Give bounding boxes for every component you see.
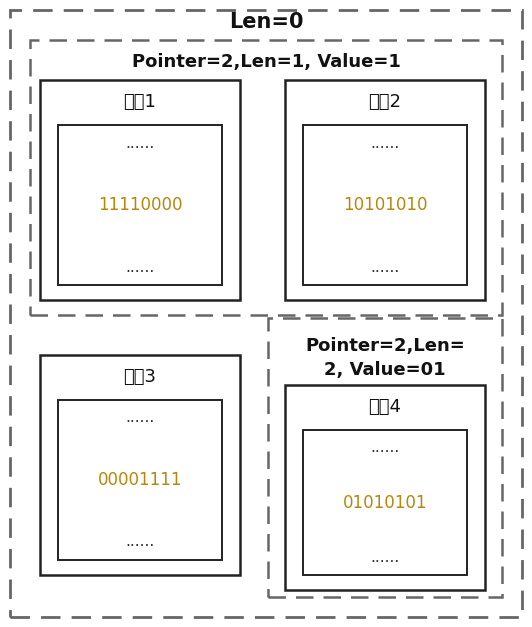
Bar <box>40 355 240 575</box>
Text: ......: ...... <box>126 260 155 275</box>
Bar <box>58 125 222 285</box>
Bar <box>303 430 467 575</box>
Bar <box>268 318 502 597</box>
Text: ......: ...... <box>370 135 400 150</box>
Text: 00001111: 00001111 <box>98 471 182 489</box>
Bar <box>40 80 240 300</box>
Text: ......: ...... <box>126 534 155 549</box>
Text: Pointer=2,Len=
2, Value=01: Pointer=2,Len= 2, Value=01 <box>305 337 465 379</box>
Bar <box>285 80 485 300</box>
Text: 标签1: 标签1 <box>123 93 156 111</box>
Text: ......: ...... <box>370 260 400 275</box>
Bar <box>303 125 467 285</box>
Text: 标签4: 标签4 <box>369 398 402 416</box>
Text: ......: ...... <box>126 411 155 426</box>
Text: ......: ...... <box>370 441 400 455</box>
Text: ......: ...... <box>126 135 155 150</box>
Text: 标签2: 标签2 <box>369 93 402 111</box>
Text: 标签3: 标签3 <box>123 368 156 386</box>
Text: Pointer=2,Len=1, Value=1: Pointer=2,Len=1, Value=1 <box>131 53 401 71</box>
Text: 10101010: 10101010 <box>343 196 427 214</box>
Text: 11110000: 11110000 <box>98 196 182 214</box>
Text: 01010101: 01010101 <box>343 493 427 512</box>
Bar <box>58 400 222 560</box>
Bar <box>285 385 485 590</box>
Bar <box>30 40 502 315</box>
Text: Len=0: Len=0 <box>229 12 303 32</box>
Text: ......: ...... <box>370 549 400 564</box>
